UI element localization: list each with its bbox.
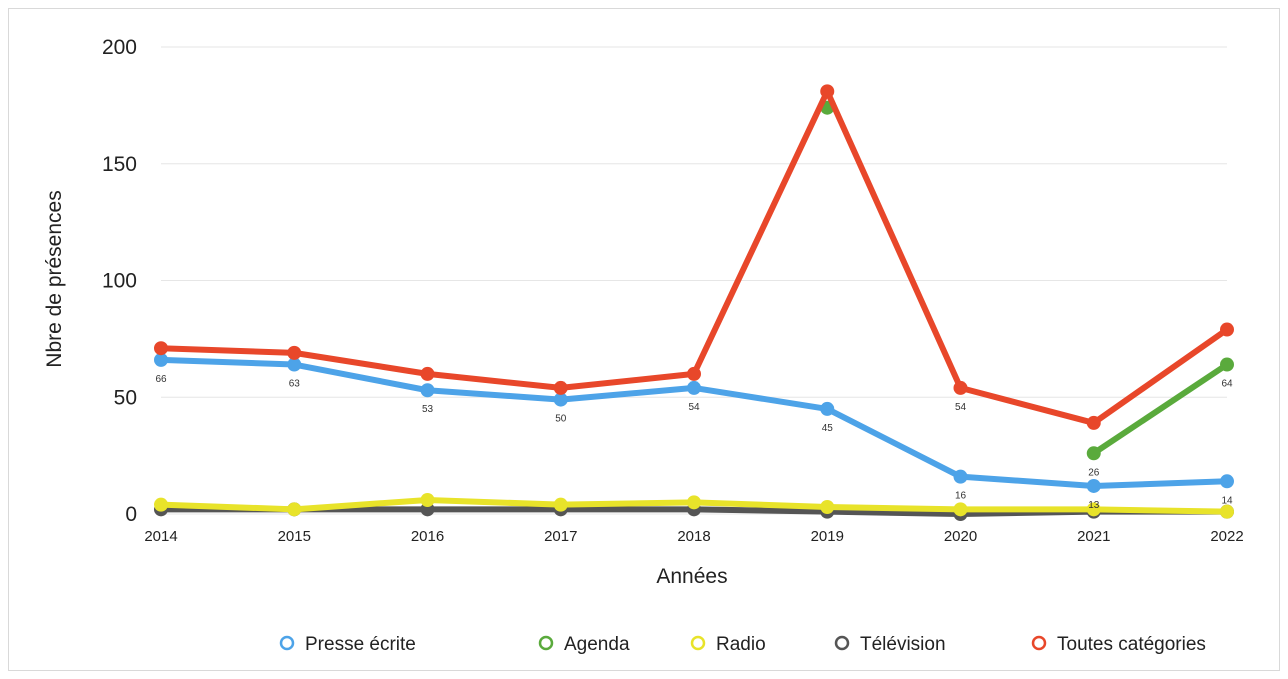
series-line [1090,361,1230,457]
x-tick-label: 2021 [1077,528,1110,545]
x-axis-title: Années [656,565,727,588]
data-point [953,502,968,517]
legend-marker [538,635,554,651]
data-point [1220,474,1234,489]
data-point [420,366,435,381]
data-point [1220,357,1234,372]
data-point [1086,478,1101,493]
y-tick-label: 50 [114,386,137,409]
data-label: 13 [1088,500,1100,511]
data-point [1086,415,1101,430]
chart-frame: 0 50 100 150 200 2014 2015 2016 2017 2018 2019 202… [8,8,1280,671]
data-point [687,366,701,381]
data-point [553,497,568,512]
data-point [154,352,168,367]
data-labels: 26 64 66 63 53 50 54 45 16 13 14 54 [155,374,1233,511]
data-point [820,499,835,514]
x-tick-label: 2017 [544,528,577,545]
y-tick-label: 0 [125,503,137,526]
y-tick-label: 150 [102,153,137,176]
x-tick-label: 2018 [677,528,710,545]
x-tick-label: 2019 [811,528,844,545]
legend-label: Toutes catégories [1057,634,1206,655]
series-4 [154,84,1234,430]
legend-marker [1031,635,1047,651]
y-tick-label: 200 [102,36,137,59]
data-point [1086,502,1101,517]
legend: Presse écrite Agenda Radio Télévision Toutes… [279,634,1206,655]
legend-item: Télévision [834,634,946,655]
data-point [687,380,701,395]
x-tick-label: 2022 [1210,528,1243,545]
data-label: 63 [289,379,301,390]
data-label: 53 [422,404,434,415]
data-point [953,380,968,395]
data-label: 64 [1221,379,1233,390]
data-label: 16 [955,491,967,502]
data-point [420,383,435,398]
data-point [687,495,701,510]
data-point [1220,322,1234,337]
data-point [287,502,302,517]
legend-label: Radio [716,634,766,655]
data-point [820,84,835,99]
data-point [953,469,968,484]
gridlines [161,46,1227,515]
data-label: 66 [155,374,167,385]
data-point [154,341,168,356]
legend-item: Presse écrite [279,634,416,655]
x-axis-ticks: 2014 2015 2016 2017 2018 2019 2020 2021 2022 [144,528,1243,545]
data-point [287,357,302,372]
line-chart: 0 50 100 150 200 2014 2015 2016 2017 2018 2019 202… [43,36,1244,655]
data-label: 54 [688,402,700,413]
data-point [820,401,835,416]
legend-marker [834,635,850,651]
legend-label: Agenda [564,634,630,655]
data-point [420,492,435,507]
data-point [553,380,568,395]
legend-item: Toutes catégories [1031,634,1206,655]
y-axis-title: Nbre de présences [43,190,66,367]
data-label: 45 [822,423,834,434]
legend-label: Presse écrite [305,634,416,655]
data-point [1086,446,1101,461]
legend-item: Agenda [538,634,630,655]
data-label: 26 [1088,467,1100,478]
series-lines [154,84,1234,521]
data-label: 50 [555,414,567,425]
y-axis-ticks: 0 50 100 150 200 [102,36,137,526]
legend-marker [279,635,295,651]
data-point [287,345,302,360]
data-point [553,392,568,407]
x-tick-label: 2014 [144,528,177,545]
legend-marker [690,635,706,651]
data-label: 14 [1221,495,1233,506]
data-label: 54 [955,402,967,413]
data-point [1220,504,1234,519]
legend-label: Télévision [860,634,946,655]
series-0 [154,352,1234,493]
legend-item: Radio [690,634,766,655]
x-tick-label: 2020 [944,528,977,545]
x-tick-label: 2015 [278,528,311,545]
y-tick-label: 100 [102,270,137,293]
series-2 [154,492,1234,519]
x-tick-label: 2016 [411,528,444,545]
data-point [154,497,168,512]
